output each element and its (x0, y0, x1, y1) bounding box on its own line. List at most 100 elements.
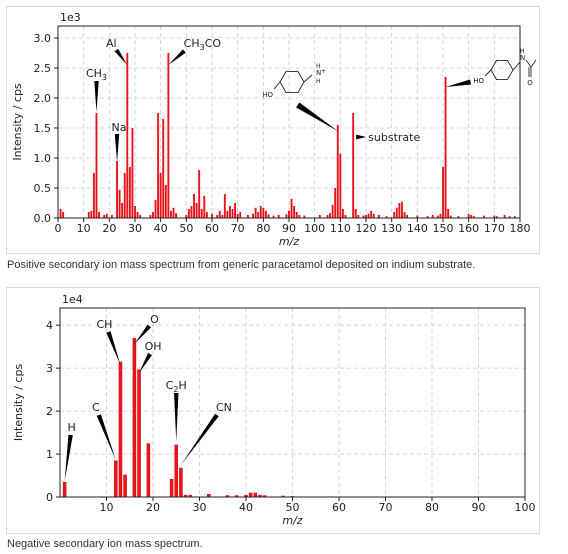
x-tick-label: 120 (356, 222, 377, 235)
molecule-atom-label: N (520, 54, 525, 62)
data-bar (467, 213, 470, 218)
data-bar (116, 161, 118, 218)
molecule-atom-label: O (527, 79, 533, 87)
data-bar (132, 338, 137, 497)
data-bar (403, 212, 406, 218)
x-tick-label: 70 (379, 501, 393, 514)
data-bar (295, 212, 298, 218)
data-bar (234, 203, 237, 218)
data-bar (252, 213, 255, 218)
annotation-pointer (114, 134, 120, 162)
data-bar (234, 495, 239, 497)
data-bar (179, 467, 183, 497)
data-bar (444, 77, 447, 218)
data-bar (354, 209, 357, 218)
data-bar (136, 212, 139, 218)
molecule-atom-label: + (321, 68, 326, 75)
data-bar (248, 492, 253, 497)
annotation-pointer (174, 393, 179, 441)
data-bar (92, 173, 95, 218)
data-bar (221, 215, 224, 218)
data-bar (103, 215, 106, 218)
data-bar (352, 113, 355, 218)
positive-spectrum-caption: Positive secondary ion mass spectrum fro… (7, 259, 476, 271)
data-bar (439, 213, 442, 218)
data-bar (118, 189, 121, 218)
data-bar (110, 215, 113, 218)
y-tick-label: 0 (46, 491, 53, 504)
data-bar (495, 216, 498, 218)
data-bar (137, 369, 141, 497)
data-bar (98, 212, 101, 218)
y-axis-label: Intensity / cps (11, 83, 24, 161)
x-tick-label: 20 (146, 501, 160, 514)
data-bar (105, 213, 108, 218)
data-bar (288, 210, 290, 218)
molecule-atom-label: N (316, 69, 321, 77)
data-bar (246, 215, 249, 218)
data-bar (175, 213, 178, 218)
negative-spectrum-caption: Negative secondary ion mass spectrum. (7, 538, 203, 550)
data-bar (152, 212, 154, 218)
data-bar (336, 125, 339, 218)
annotation-label: C2H (166, 379, 187, 394)
data-bar (262, 495, 267, 497)
data-bar (134, 206, 136, 218)
data-bar (239, 212, 242, 218)
x-tick-label: 30 (193, 501, 207, 514)
data-bar (244, 494, 248, 497)
data-bar (90, 210, 93, 218)
data-bar (436, 215, 439, 218)
molecule-atom-label: HO (473, 77, 484, 85)
data-bar (264, 210, 267, 218)
annotation-pointer (134, 324, 152, 344)
data-bar (236, 213, 239, 218)
annotation-pointer (168, 49, 186, 65)
molecule-bond (525, 59, 532, 68)
data-bar (59, 209, 62, 218)
data-bar (114, 460, 118, 497)
x-tick-label: 160 (458, 222, 479, 235)
data-bar (223, 194, 226, 218)
data-bar (449, 215, 452, 218)
data-bar (362, 215, 365, 218)
negative-spectrum-panel: 10 20 30 40 50 60 70 80 90 100 0 1 2 3 4 1e4 m/z Intensit… (6, 287, 540, 534)
annotation-pointer (114, 48, 128, 65)
positive-spectrum-chart: 0 10 20 30 40 50 60 70 80 90 100 110 120 130 140 150 160… (11, 11, 537, 248)
data-bar (400, 201, 403, 218)
data-bar (393, 212, 396, 218)
data-bar (185, 215, 188, 218)
data-bar (211, 213, 213, 218)
molecule-bond (512, 61, 521, 71)
annotation-label: Na (112, 121, 127, 134)
x-tick-label: 70 (231, 222, 245, 235)
data-bar (331, 204, 334, 218)
data-bar (62, 481, 67, 497)
molecule-bond (303, 74, 313, 83)
data-bar (513, 216, 516, 218)
data-bar (472, 216, 475, 218)
data-bar (131, 128, 134, 218)
data-bar (483, 215, 486, 218)
data-bar (95, 113, 98, 218)
y-axis-label: Intensity / cps (12, 364, 25, 442)
molecule-bond (484, 69, 492, 77)
data-bar (385, 216, 388, 218)
data-bar (365, 215, 367, 218)
data-bar (225, 495, 230, 497)
data-bar (200, 209, 203, 218)
data-bar (87, 212, 90, 218)
data-bar (398, 203, 401, 218)
molecule-atom-label: H (520, 48, 525, 55)
data-bar (267, 214, 270, 218)
data-bar (357, 215, 360, 218)
data-bar (298, 215, 301, 218)
y-tick-label: 2.5 (34, 62, 52, 75)
data-bar (203, 195, 206, 218)
annotation-label: OH (145, 340, 162, 353)
y-tick-label: 3.0 (34, 32, 52, 45)
annotation-pointer (180, 413, 219, 465)
x-tick-label: 60 (332, 501, 346, 514)
annotation-pointer (106, 331, 121, 365)
data-bar (187, 209, 190, 218)
